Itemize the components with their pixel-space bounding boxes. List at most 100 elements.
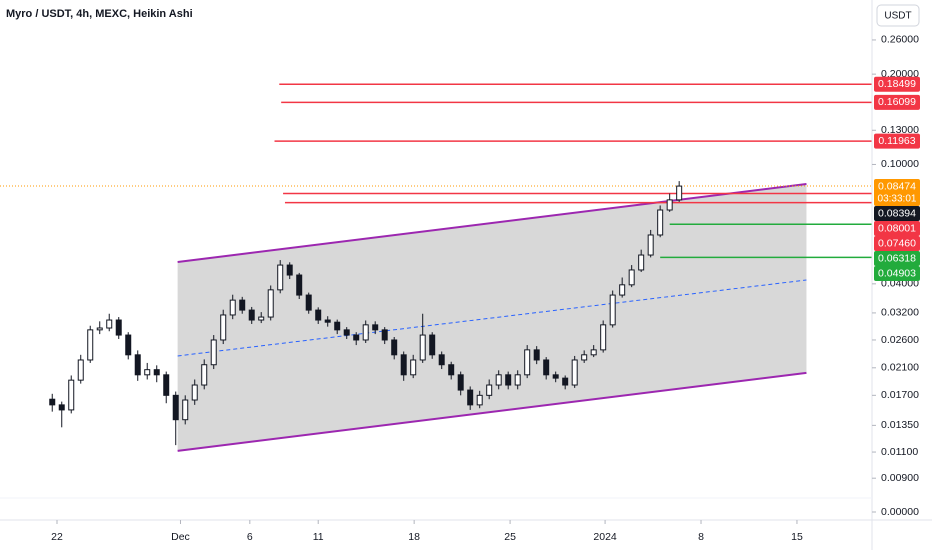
candle-body <box>505 374 512 386</box>
candle-body <box>429 334 436 356</box>
candle-body <box>201 364 208 386</box>
candle-body <box>277 264 284 291</box>
candle-body <box>476 394 483 406</box>
candle-body <box>495 374 502 386</box>
y-tick-label: 0.13000 <box>881 124 919 136</box>
candle-body <box>239 299 246 311</box>
candle-body <box>172 394 179 421</box>
price-label-box <box>874 94 920 110</box>
candle-body <box>229 299 236 316</box>
y-tick-label: 0.00000 <box>881 506 919 518</box>
candle-body <box>571 359 578 386</box>
candle-body <box>87 329 94 361</box>
candle-body <box>191 384 198 401</box>
countdown-label: 03:33:01 <box>878 194 917 205</box>
price-label: 0.18499 <box>878 78 916 90</box>
candle-body <box>286 264 293 276</box>
candle-body <box>182 399 189 421</box>
x-tick-label: 18 <box>408 531 420 543</box>
y-tick-label: 0.03200 <box>881 307 919 319</box>
x-tick-label: 15 <box>791 531 803 543</box>
candle-body <box>125 334 132 356</box>
price-label: 0.08001 <box>878 222 916 234</box>
candle-body <box>362 324 369 341</box>
price-label: 0.16099 <box>878 96 916 108</box>
y-tick-label: 0.01350 <box>881 419 919 431</box>
candle-body <box>666 199 673 211</box>
candle-body <box>343 329 350 336</box>
candle-body <box>524 349 531 376</box>
candle-body <box>58 404 65 411</box>
candle-body <box>419 334 426 361</box>
candle-body <box>220 314 227 341</box>
channel-mid-line <box>177 279 807 357</box>
candle-body <box>248 309 255 321</box>
channel-upper-line <box>177 182 807 263</box>
candle-body <box>533 349 540 361</box>
candle-body <box>590 349 597 356</box>
price-label-box <box>874 76 920 92</box>
channel-lower-line <box>177 371 807 452</box>
y-tick-label: 0.02600 <box>881 334 919 346</box>
price-label-box <box>874 266 920 282</box>
candle-body <box>486 384 493 396</box>
price-label: 0.06318 <box>878 252 916 264</box>
candle-body <box>600 324 607 351</box>
price-label-box <box>874 133 920 149</box>
y-tick-label: 0.00900 <box>881 472 919 484</box>
candle-body <box>258 316 265 321</box>
price-label-box <box>874 206 920 222</box>
candle-body <box>163 374 170 396</box>
y-tick-label: 0.26000 <box>881 34 919 46</box>
candle-body <box>638 254 645 271</box>
candle-body <box>305 294 312 311</box>
candle-body <box>334 321 341 331</box>
plot-area <box>0 83 872 452</box>
y-tick-label: 0.02100 <box>881 362 919 374</box>
currency-button-label[interactable]: USDT <box>884 11 911 22</box>
candle-body <box>467 389 474 406</box>
candle-body <box>210 339 217 366</box>
x-tick-label: Dec <box>171 531 190 543</box>
x-tick-label: 2024 <box>593 531 617 543</box>
candle-body <box>144 369 151 376</box>
candle-body <box>134 354 141 376</box>
candle-body <box>552 374 559 379</box>
price-label-box <box>874 179 920 207</box>
candle-body <box>448 364 455 376</box>
y-tick-label: 0.01700 <box>881 389 919 401</box>
x-tick-label: 6 <box>247 531 253 543</box>
candle-body <box>410 359 417 376</box>
candle-body <box>77 359 84 381</box>
x-tick-label: 22 <box>51 531 63 543</box>
candle-body <box>647 234 654 256</box>
price-label-box <box>874 251 920 267</box>
price-label: 0.07460 <box>878 237 916 249</box>
candle-body <box>381 329 388 341</box>
candle-body <box>562 377 569 386</box>
candle-body <box>619 284 626 296</box>
candle-body <box>457 374 464 391</box>
candle-body <box>609 294 616 326</box>
price-label-box <box>874 236 920 252</box>
price-label: 0.08394 <box>878 207 916 219</box>
x-tick-label: 25 <box>504 531 516 543</box>
candle-body <box>676 185 683 201</box>
x-tick-label: 8 <box>698 531 704 543</box>
candle-body <box>628 269 635 286</box>
price-label: 0.08474 <box>878 180 916 192</box>
price-label: 0.11963 <box>878 135 915 147</box>
price-label-box <box>874 221 920 237</box>
currency-button[interactable] <box>876 4 920 27</box>
candle-body <box>68 379 75 411</box>
candle-body <box>115 319 122 336</box>
candle-body <box>438 354 445 366</box>
candle-body <box>400 354 407 376</box>
price-label: 0.04903 <box>878 267 916 279</box>
candle-body <box>324 319 331 323</box>
y-tick-label: 0.10000 <box>881 158 919 170</box>
candle-body <box>353 334 360 341</box>
candle-body <box>657 209 664 236</box>
candle-body <box>372 324 379 331</box>
